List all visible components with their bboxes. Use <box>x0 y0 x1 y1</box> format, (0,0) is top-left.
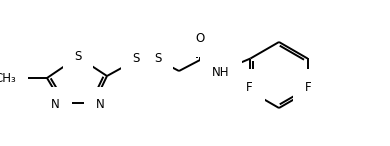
Text: S: S <box>154 53 162 66</box>
Text: N: N <box>51 99 60 112</box>
Text: NH: NH <box>212 66 230 80</box>
Text: CH₃: CH₃ <box>0 72 16 85</box>
Text: S: S <box>74 49 82 62</box>
Text: O: O <box>195 33 205 46</box>
Text: F: F <box>305 81 312 94</box>
Text: S: S <box>132 53 140 66</box>
Text: F: F <box>246 81 253 94</box>
Text: N: N <box>96 99 105 112</box>
